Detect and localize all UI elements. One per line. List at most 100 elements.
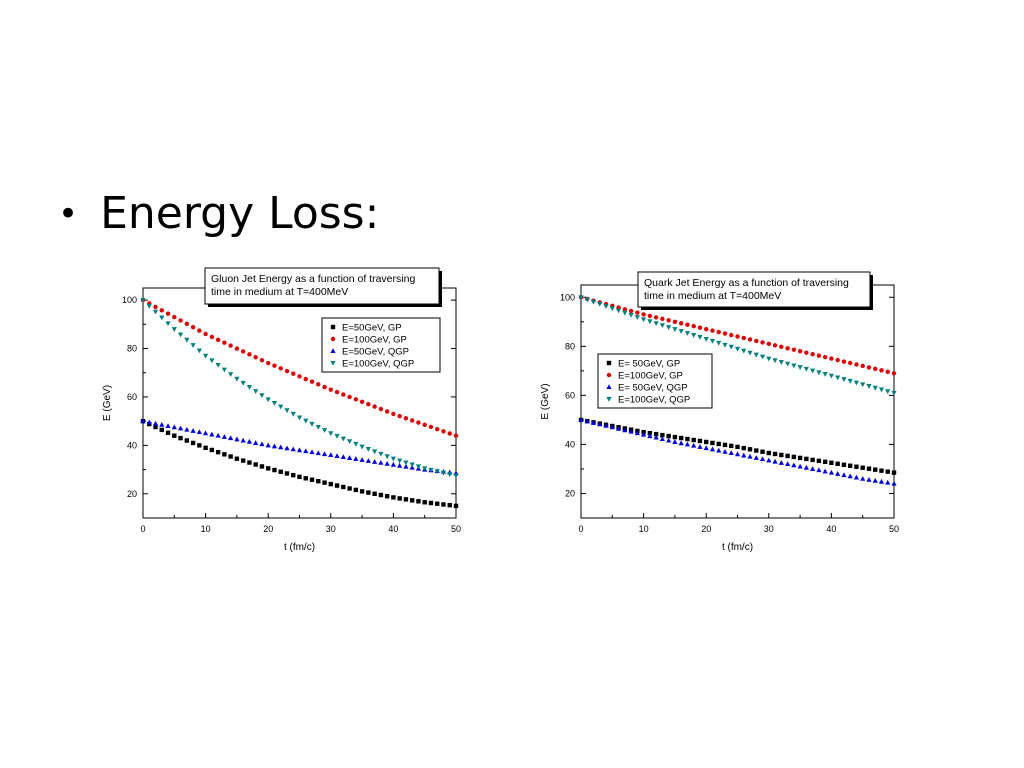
data-point <box>759 456 766 462</box>
data-point <box>203 353 209 359</box>
y-tick-label: 80 <box>565 341 575 351</box>
data-point <box>873 366 878 372</box>
data-point <box>159 421 165 427</box>
data-point <box>359 457 365 462</box>
data-point <box>697 438 703 444</box>
data-point <box>391 411 396 417</box>
data-point <box>728 344 734 350</box>
data-point <box>297 374 302 379</box>
data-point <box>347 394 352 400</box>
data-point <box>384 460 390 466</box>
data-point <box>203 430 209 436</box>
series-4 <box>140 298 459 479</box>
legend-label: E=50GeV, QGP <box>342 347 409 358</box>
data-point <box>441 429 446 434</box>
data-point <box>741 348 747 354</box>
data-point <box>653 321 659 327</box>
data-point <box>660 432 665 438</box>
data-point <box>316 382 321 387</box>
data-point <box>372 449 378 455</box>
data-point <box>716 329 721 335</box>
data-point <box>309 477 315 482</box>
data-point <box>334 433 340 439</box>
data-point <box>409 462 415 468</box>
y-tick-label: 40 <box>565 439 575 449</box>
data-point <box>215 337 221 343</box>
data-point <box>841 462 847 467</box>
data-point <box>365 458 371 463</box>
data-point <box>422 500 427 505</box>
legend-label: E= 50GeV, QGP <box>618 383 688 394</box>
data-point <box>140 298 146 303</box>
data-point <box>791 363 797 369</box>
data-point <box>615 308 622 314</box>
data-point <box>428 467 434 473</box>
data-point <box>384 409 390 414</box>
data-point <box>741 452 747 458</box>
data-point <box>403 497 409 502</box>
data-point <box>810 368 816 374</box>
y-tick-label: 60 <box>127 392 137 402</box>
data-point <box>816 353 822 358</box>
data-point <box>697 444 703 449</box>
data-point <box>747 453 753 459</box>
data-point <box>178 318 183 323</box>
data-point <box>165 311 171 316</box>
data-point <box>866 476 872 482</box>
data-point <box>779 452 784 458</box>
chart-title-line: time in medium at T=400MeV <box>644 290 781 302</box>
series-4 <box>578 295 897 396</box>
data-point <box>891 371 897 376</box>
data-point <box>184 426 190 432</box>
y-tick-label: 100 <box>560 292 575 302</box>
data-point <box>447 502 452 508</box>
data-point <box>234 376 240 382</box>
data-point <box>722 342 728 348</box>
data-point <box>784 461 791 467</box>
data-point <box>378 406 384 412</box>
data-point <box>346 455 353 460</box>
data-point <box>397 413 402 419</box>
data-point <box>340 454 346 459</box>
data-point <box>259 393 265 399</box>
data-point <box>378 451 384 457</box>
data-point <box>847 378 853 384</box>
data-point <box>290 411 296 417</box>
series-2 <box>578 295 897 376</box>
data-point <box>841 359 847 364</box>
data-point <box>284 408 290 414</box>
data-point <box>215 449 221 455</box>
data-point <box>759 354 766 360</box>
data-point <box>403 463 409 469</box>
data-point <box>754 448 759 453</box>
data-point <box>828 373 834 379</box>
data-point <box>209 447 215 453</box>
data-point <box>253 355 258 360</box>
data-point <box>766 457 772 463</box>
data-point <box>346 439 353 445</box>
data-point <box>753 455 759 460</box>
data-point <box>271 401 278 406</box>
data-point <box>590 299 597 305</box>
data-point <box>609 306 615 312</box>
data-point <box>615 425 622 431</box>
data-point <box>810 466 816 471</box>
data-point <box>641 431 647 437</box>
x-tick-label: 10 <box>201 524 211 534</box>
title-box <box>637 271 871 308</box>
data-point <box>328 431 334 437</box>
data-point <box>672 327 678 332</box>
chart-quark: 0 10 20 30 40 50 20 40 60 80 100 t (fm/c) E (GeV) Qua… <box>540 271 899 553</box>
x-tick-label: 20 <box>701 524 711 534</box>
data-point <box>603 422 609 428</box>
data-point <box>835 461 840 466</box>
legend-label: E=100GeV, GP <box>618 371 683 382</box>
data-point <box>853 474 860 480</box>
y-axis-label: E (GeV) <box>102 385 113 421</box>
data-point <box>415 464 422 470</box>
data-point <box>647 313 653 319</box>
data-point <box>709 338 716 344</box>
data-point <box>246 438 253 444</box>
data-point <box>685 322 690 327</box>
data-point <box>341 392 346 397</box>
